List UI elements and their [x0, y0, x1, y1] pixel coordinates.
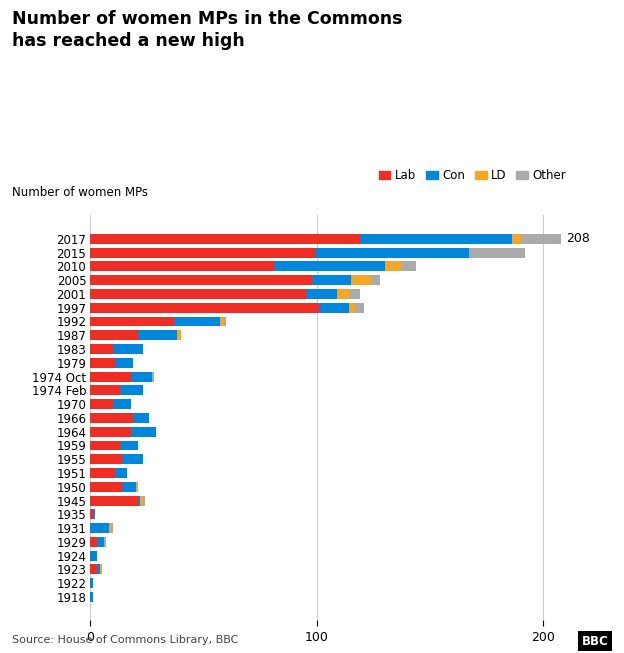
Bar — [90, 468, 115, 478]
Bar — [313, 275, 351, 285]
Bar — [401, 261, 416, 272]
Bar — [90, 550, 97, 561]
Bar — [97, 537, 104, 547]
Bar — [90, 537, 97, 547]
Text: 208: 208 — [566, 232, 590, 246]
Bar — [306, 289, 337, 299]
Text: Number of women MPs: Number of women MPs — [12, 186, 149, 199]
Bar — [90, 441, 120, 451]
Bar — [111, 523, 113, 533]
Bar — [115, 468, 127, 478]
Bar — [109, 523, 111, 533]
Bar — [90, 564, 97, 575]
Bar — [90, 399, 113, 409]
Bar — [93, 509, 95, 519]
Bar — [138, 330, 177, 340]
Text: Source: House of Commons Library, BBC: Source: House of Commons Library, BBC — [12, 635, 239, 645]
Bar — [520, 234, 562, 244]
Bar — [152, 372, 154, 381]
Bar — [90, 579, 93, 588]
Bar — [90, 261, 274, 272]
Bar — [90, 344, 113, 354]
Bar — [355, 303, 364, 313]
Bar — [120, 385, 142, 395]
Bar — [224, 317, 227, 326]
Bar — [349, 289, 360, 299]
Bar — [220, 317, 224, 326]
Bar — [90, 454, 122, 464]
Bar — [274, 261, 385, 272]
Bar — [113, 344, 142, 354]
Bar — [90, 289, 306, 299]
Bar — [90, 275, 313, 285]
Bar — [90, 385, 120, 395]
Bar — [512, 234, 520, 244]
Bar — [113, 399, 131, 409]
Bar — [122, 454, 142, 464]
Bar — [90, 330, 138, 340]
Bar — [120, 441, 138, 451]
Bar — [385, 261, 401, 272]
Bar — [140, 496, 142, 505]
Text: Number of women MPs in the Commons
has reached a new high: Number of women MPs in the Commons has r… — [12, 10, 403, 50]
Bar — [469, 247, 525, 257]
Bar — [177, 330, 181, 340]
Bar — [174, 317, 220, 326]
Bar — [115, 358, 134, 368]
Bar — [90, 372, 131, 381]
Bar — [351, 275, 371, 285]
Bar — [138, 496, 140, 505]
Bar — [90, 482, 122, 492]
Text: BBC: BBC — [582, 635, 608, 648]
Bar — [90, 523, 109, 533]
Bar — [142, 496, 145, 505]
Bar — [100, 564, 102, 575]
Bar — [360, 234, 512, 244]
Bar — [136, 482, 138, 492]
Bar — [337, 289, 349, 299]
Bar — [90, 509, 93, 519]
Bar — [131, 427, 156, 437]
Bar — [90, 358, 115, 368]
Legend: Lab, Con, LD, Other: Lab, Con, LD, Other — [374, 165, 572, 187]
Bar — [97, 564, 100, 575]
Bar — [90, 413, 134, 423]
Bar — [349, 303, 355, 313]
Bar — [90, 234, 360, 244]
Bar — [104, 537, 106, 547]
Bar — [131, 372, 152, 381]
Bar — [90, 317, 174, 326]
Bar — [90, 427, 131, 437]
Bar — [122, 482, 136, 492]
Bar — [314, 247, 469, 257]
Bar — [134, 413, 149, 423]
Bar — [371, 275, 380, 285]
Bar — [90, 247, 314, 257]
Bar — [90, 496, 138, 505]
Bar — [90, 592, 93, 602]
Bar — [90, 303, 319, 313]
Bar — [319, 303, 349, 313]
